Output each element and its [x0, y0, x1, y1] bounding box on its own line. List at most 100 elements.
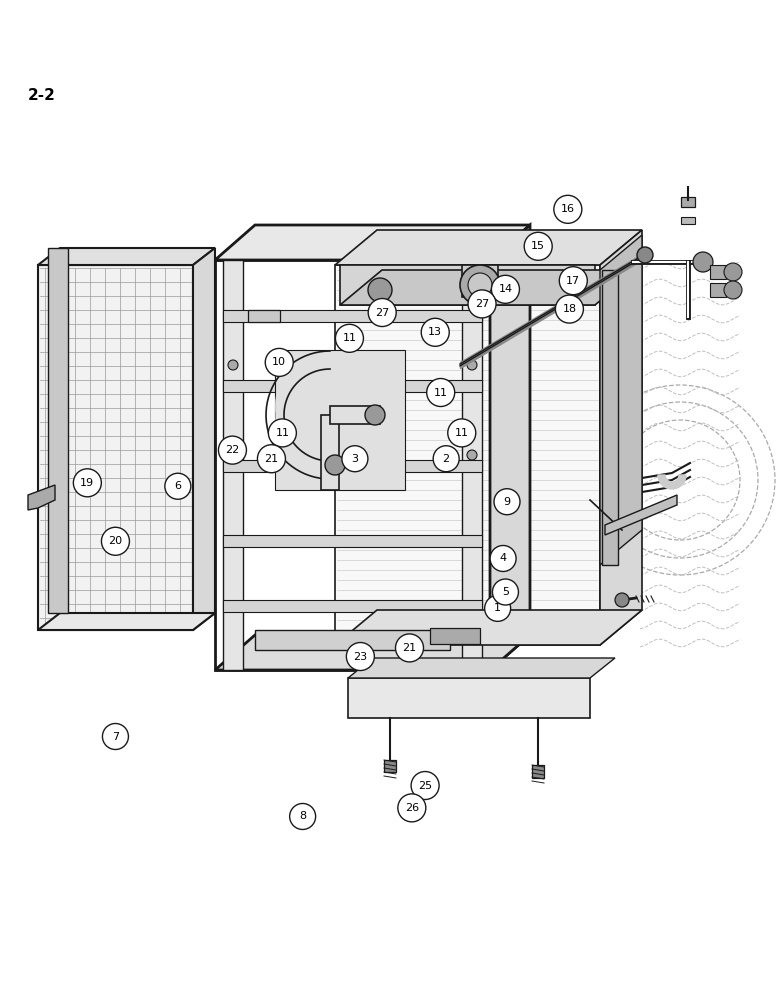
Circle shape: [218, 436, 246, 464]
Polygon shape: [215, 225, 530, 260]
Polygon shape: [330, 406, 380, 424]
Text: 4: 4: [499, 553, 507, 563]
Polygon shape: [335, 230, 642, 265]
Circle shape: [724, 281, 742, 299]
Polygon shape: [605, 495, 677, 535]
Circle shape: [484, 595, 511, 621]
Circle shape: [165, 473, 191, 499]
Polygon shape: [602, 270, 618, 565]
Polygon shape: [223, 460, 482, 472]
Text: 5: 5: [502, 587, 509, 597]
Text: 3: 3: [352, 454, 358, 464]
Circle shape: [335, 324, 363, 352]
Circle shape: [368, 299, 396, 327]
Circle shape: [102, 724, 129, 750]
Circle shape: [615, 593, 629, 607]
Polygon shape: [335, 610, 642, 645]
Text: 15: 15: [531, 241, 545, 251]
Text: 19: 19: [80, 478, 94, 488]
Text: 1: 1: [495, 603, 501, 613]
Polygon shape: [681, 217, 695, 224]
Text: 13: 13: [428, 327, 442, 337]
Text: 23: 23: [353, 652, 367, 662]
Polygon shape: [193, 248, 215, 630]
Text: 11: 11: [275, 428, 289, 438]
Circle shape: [468, 273, 492, 297]
Polygon shape: [223, 600, 482, 612]
Circle shape: [421, 318, 449, 346]
Polygon shape: [335, 265, 600, 645]
Text: 18: 18: [562, 304, 576, 314]
Circle shape: [346, 643, 374, 671]
Circle shape: [101, 527, 129, 555]
Polygon shape: [710, 265, 726, 279]
Polygon shape: [248, 310, 280, 322]
Text: 16: 16: [561, 204, 575, 214]
Text: 27: 27: [375, 308, 389, 318]
Polygon shape: [340, 265, 595, 305]
Circle shape: [559, 267, 587, 295]
Text: 7: 7: [112, 732, 119, 742]
Polygon shape: [600, 230, 642, 645]
Circle shape: [368, 278, 392, 302]
Polygon shape: [348, 678, 590, 718]
Text: 6: 6: [175, 481, 181, 491]
Circle shape: [524, 232, 552, 260]
Polygon shape: [340, 270, 637, 305]
Text: 11: 11: [434, 388, 448, 398]
Polygon shape: [38, 613, 215, 630]
Circle shape: [433, 446, 459, 472]
Circle shape: [325, 455, 345, 475]
Text: 14: 14: [498, 284, 512, 294]
Polygon shape: [215, 635, 530, 670]
Polygon shape: [430, 628, 480, 644]
Circle shape: [228, 450, 238, 460]
Circle shape: [257, 445, 285, 473]
Polygon shape: [223, 535, 482, 547]
Circle shape: [265, 348, 293, 376]
Circle shape: [460, 265, 500, 305]
Polygon shape: [255, 630, 450, 650]
Circle shape: [365, 405, 385, 425]
Text: 27: 27: [475, 299, 489, 309]
Text: 17: 17: [566, 276, 580, 286]
Circle shape: [468, 290, 496, 318]
Text: 25: 25: [418, 781, 432, 791]
Wedge shape: [658, 475, 686, 489]
Polygon shape: [490, 225, 530, 670]
Text: 10: 10: [272, 357, 286, 367]
Text: 2: 2: [442, 454, 450, 464]
Polygon shape: [321, 415, 339, 490]
Circle shape: [637, 247, 653, 263]
Text: 20: 20: [108, 536, 122, 546]
Circle shape: [494, 489, 520, 515]
Circle shape: [467, 360, 477, 370]
Polygon shape: [38, 248, 215, 265]
Text: 22: 22: [225, 445, 239, 455]
Polygon shape: [532, 765, 544, 778]
Text: 2-2: 2-2: [28, 88, 56, 103]
Polygon shape: [462, 260, 482, 670]
Circle shape: [268, 419, 296, 447]
Circle shape: [693, 252, 713, 272]
Polygon shape: [38, 265, 193, 630]
Polygon shape: [48, 248, 68, 613]
Circle shape: [398, 794, 426, 822]
Circle shape: [492, 579, 519, 605]
Polygon shape: [348, 658, 615, 678]
Polygon shape: [223, 380, 482, 392]
Circle shape: [395, 634, 424, 662]
Text: 9: 9: [503, 497, 511, 507]
Text: 8: 8: [299, 811, 307, 821]
Polygon shape: [462, 265, 498, 297]
Circle shape: [427, 379, 455, 407]
Circle shape: [491, 275, 519, 303]
Circle shape: [724, 263, 742, 281]
Circle shape: [411, 772, 439, 800]
Polygon shape: [28, 485, 55, 510]
Circle shape: [448, 419, 476, 447]
Circle shape: [342, 446, 368, 472]
Polygon shape: [710, 283, 726, 297]
Circle shape: [289, 803, 316, 829]
Text: 21: 21: [264, 454, 278, 464]
